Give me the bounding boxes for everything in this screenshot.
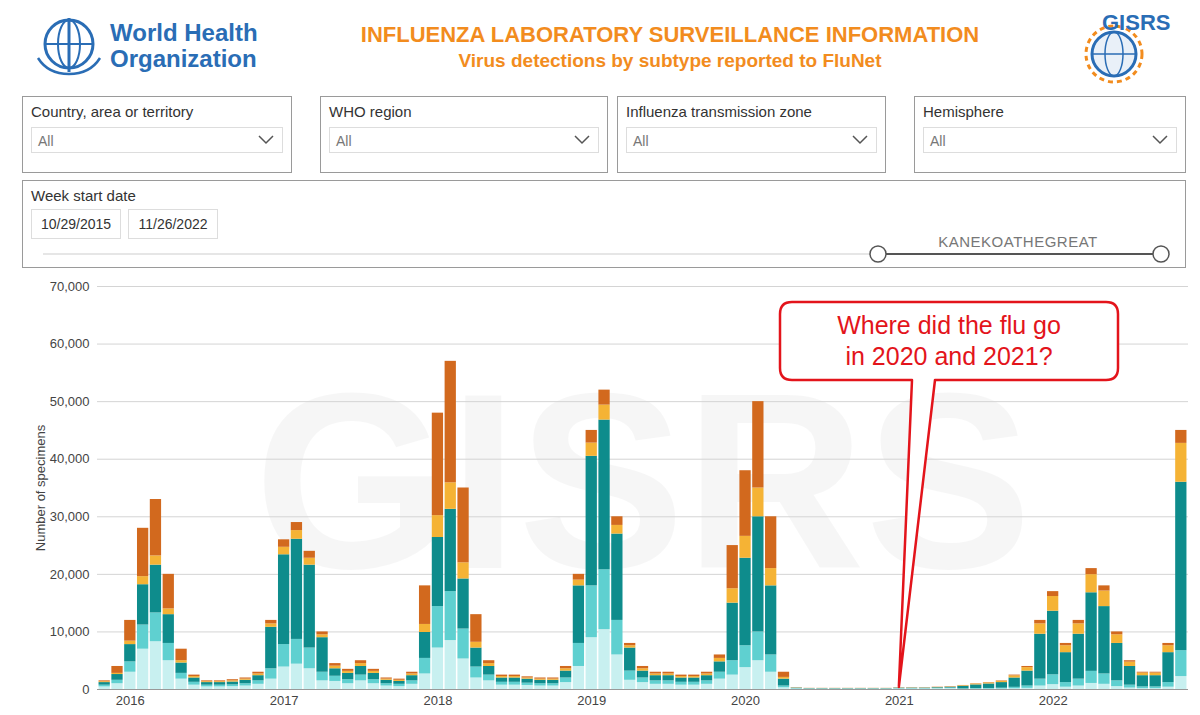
svg-text:2016: 2016: [116, 693, 145, 708]
svg-text:30,000: 30,000: [50, 509, 90, 524]
svg-text:60,000: 60,000: [50, 336, 90, 351]
svg-text:40,000: 40,000: [50, 451, 90, 466]
svg-text:10,000: 10,000: [50, 624, 90, 639]
svg-text:50,000: 50,000: [50, 394, 90, 409]
svg-text:0: 0: [82, 682, 89, 697]
svg-text:GISRS: GISRS: [1102, 10, 1170, 35]
svg-text:70,000: 70,000: [50, 279, 90, 294]
svg-text:2018: 2018: [423, 693, 452, 708]
svg-text:2019: 2019: [577, 693, 606, 708]
svg-text:2021: 2021: [885, 693, 914, 708]
svg-text:2017: 2017: [270, 693, 299, 708]
svg-text:2022: 2022: [1039, 693, 1068, 708]
svg-text:Number of specimens: Number of specimens: [33, 424, 48, 551]
svg-text:20,000: 20,000: [50, 567, 90, 582]
svg-text:2020: 2020: [731, 693, 760, 708]
svg-text:GISRS: GISRS: [254, 342, 1032, 621]
